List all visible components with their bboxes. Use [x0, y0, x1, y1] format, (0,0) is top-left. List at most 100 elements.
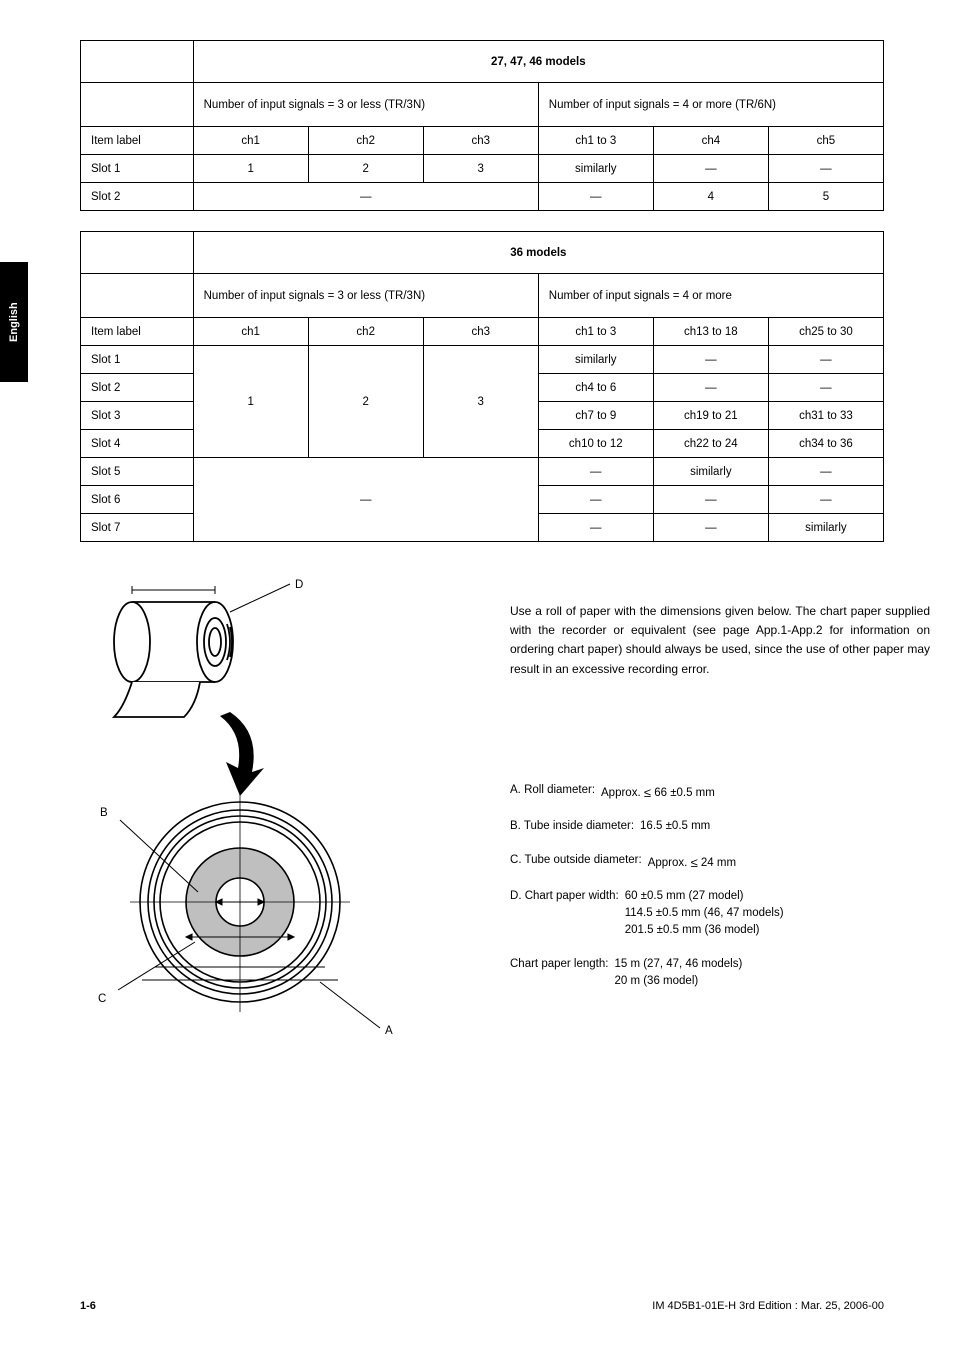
col-header: ch3: [423, 127, 538, 155]
row-label: Slot 1: [81, 155, 194, 183]
table-cell: —: [768, 346, 883, 374]
table-cell: similarly: [768, 514, 883, 542]
col-header: ch2: [308, 318, 423, 346]
row-label: Item label: [81, 318, 194, 346]
table-cell: ch31 to 33: [768, 402, 883, 430]
legend-label: A. Roll diameter:: [510, 782, 595, 802]
leader-a: [320, 982, 380, 1028]
table-cell: ch22 to 24: [653, 430, 768, 458]
legend-row-length: Chart paper length: 15 m (27, 47, 46 mod…: [510, 956, 950, 991]
row-label: Slot 5: [81, 458, 194, 486]
table-row: Item label ch1 ch2 ch3 ch1 to 3 ch13 to …: [81, 318, 884, 346]
legend-label: Chart paper length:: [510, 956, 608, 991]
col-header: ch2: [308, 127, 423, 155]
table-cell: ch34 to 36: [768, 430, 883, 458]
col-header: ch13 to 18: [653, 318, 768, 346]
table-cell: [81, 274, 194, 318]
arrow-down-icon: [220, 712, 264, 796]
table-cell: —: [538, 486, 653, 514]
table-row: 36 models: [81, 232, 884, 274]
col-header: ch4: [653, 127, 768, 155]
table-cell: ch4 to 6: [538, 374, 653, 402]
table-cell: ch19 to 21: [653, 402, 768, 430]
side-language-tab: English: [0, 262, 28, 382]
legend-value: Approx. ≤ 24 mm: [648, 852, 736, 872]
col-header: ch1: [193, 318, 308, 346]
diagram-svg: D: [80, 582, 440, 1042]
row-label: Slot 4: [81, 430, 194, 458]
diagram-legend: A. Roll diameter: Approx. ≤ 66 ±0.5 mm B…: [510, 782, 950, 990]
label-b: B: [100, 807, 108, 819]
table-row: Slot 5 — — similarly —: [81, 458, 884, 486]
col-header: ch25 to 30: [768, 318, 883, 346]
leader-b: [120, 820, 198, 892]
row-label: Slot 2: [81, 374, 194, 402]
legend-label: B. Tube inside diameter:: [510, 818, 634, 835]
group-header-a: Number of input signals = 3 or less (TR/…: [193, 274, 538, 318]
edition-text: IM 4D5B1-01E-H 3rd Edition : Mar. 25, 20…: [652, 1300, 884, 1312]
roll-iso-icon: [114, 584, 290, 717]
table-cell: 2: [308, 155, 423, 183]
table-cell: 5: [768, 183, 883, 211]
table-cell: similarly: [538, 155, 653, 183]
table-row: Slot 1 1 2 3 similarly — —: [81, 346, 884, 374]
table-cell-merged: —: [193, 458, 538, 542]
table-cell-merged: 1: [193, 346, 308, 458]
col-header: ch5: [768, 127, 883, 155]
col-header: ch1: [193, 127, 308, 155]
legend-value: Approx. ≤ 66 ±0.5 mm: [601, 782, 715, 802]
table-cell: —: [768, 486, 883, 514]
diagram-section: Use a roll of paper with the dimensions …: [80, 582, 884, 1082]
table-row: 27, 47, 46 models: [81, 41, 884, 83]
row-label: Item label: [81, 127, 194, 155]
group-header-b: Number of input signals = 4 or more: [538, 274, 883, 318]
table-cell-merged: 3: [423, 346, 538, 458]
table-cell: similarly: [538, 346, 653, 374]
legend-row-c: C. Tube outside diameter: Approx. ≤ 24 m…: [510, 852, 950, 872]
table-cell: 3: [423, 155, 538, 183]
col-header: ch1 to 3: [538, 127, 653, 155]
table-cell: [81, 83, 194, 127]
page-number: 1-6: [80, 1300, 96, 1312]
legend-label: C. Tube outside diameter:: [510, 852, 642, 872]
row-label: Slot 7: [81, 514, 194, 542]
table-corner-cell: [81, 41, 194, 83]
table-cell: —: [538, 514, 653, 542]
table-cell: —: [653, 514, 768, 542]
table-title: 36 models: [193, 232, 883, 274]
table-corner-cell: [81, 232, 194, 274]
col-header: ch1 to 3: [538, 318, 653, 346]
table-row: Number of input signals = 3 or less (TR/…: [81, 274, 884, 318]
table-27-47-46: 27, 47, 46 models Number of input signal…: [80, 40, 884, 211]
legend-row-d: D. Chart paper width: 60 ±0.5 mm (27 mod…: [510, 888, 950, 940]
table-cell: ch10 to 12: [538, 430, 653, 458]
table-cell: —: [653, 486, 768, 514]
row-label: Slot 6: [81, 486, 194, 514]
table-cell: —: [538, 458, 653, 486]
legend-label: D. Chart paper width:: [510, 888, 619, 940]
page-footer: 1-6 IM 4D5B1-01E-H 3rd Edition : Mar. 25…: [80, 1300, 884, 1312]
table-cell: 4: [653, 183, 768, 211]
paper-roll-info-text: Use a roll of paper with the dimensions …: [510, 602, 930, 679]
table-cell: similarly: [653, 458, 768, 486]
leq-icon: ≤: [644, 785, 651, 800]
table-cell: 1: [193, 155, 308, 183]
group-header-b: Number of input signals = 4 or more (TR/…: [538, 83, 883, 127]
table-cell-merged: 2: [308, 346, 423, 458]
table-row: Slot 1 1 2 3 similarly — —: [81, 155, 884, 183]
label-d: D: [295, 579, 303, 591]
row-label: Slot 2: [81, 183, 194, 211]
table-cell: —: [653, 155, 768, 183]
tables-container: 27, 47, 46 models Number of input signal…: [80, 40, 884, 542]
table-cell: —: [653, 346, 768, 374]
label-c: C: [98, 993, 106, 1005]
table-title: 27, 47, 46 models: [193, 41, 883, 83]
paper-roll-diagram: D: [80, 582, 410, 1022]
legend-row-a: A. Roll diameter: Approx. ≤ 66 ±0.5 mm: [510, 782, 950, 802]
table-cell: —: [653, 374, 768, 402]
table-cell: —: [768, 155, 883, 183]
table-cell: —: [538, 183, 653, 211]
row-label: Slot 3: [81, 402, 194, 430]
table-row: Item label ch1 ch2 ch3 ch1 to 3 ch4 ch5: [81, 127, 884, 155]
legend-value: 60 ±0.5 mm (27 model) 114.5 ±0.5 mm (46,…: [625, 888, 784, 940]
